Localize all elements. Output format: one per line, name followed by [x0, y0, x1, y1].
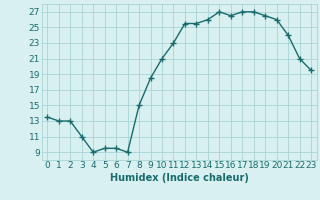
- X-axis label: Humidex (Indice chaleur): Humidex (Indice chaleur): [110, 173, 249, 183]
